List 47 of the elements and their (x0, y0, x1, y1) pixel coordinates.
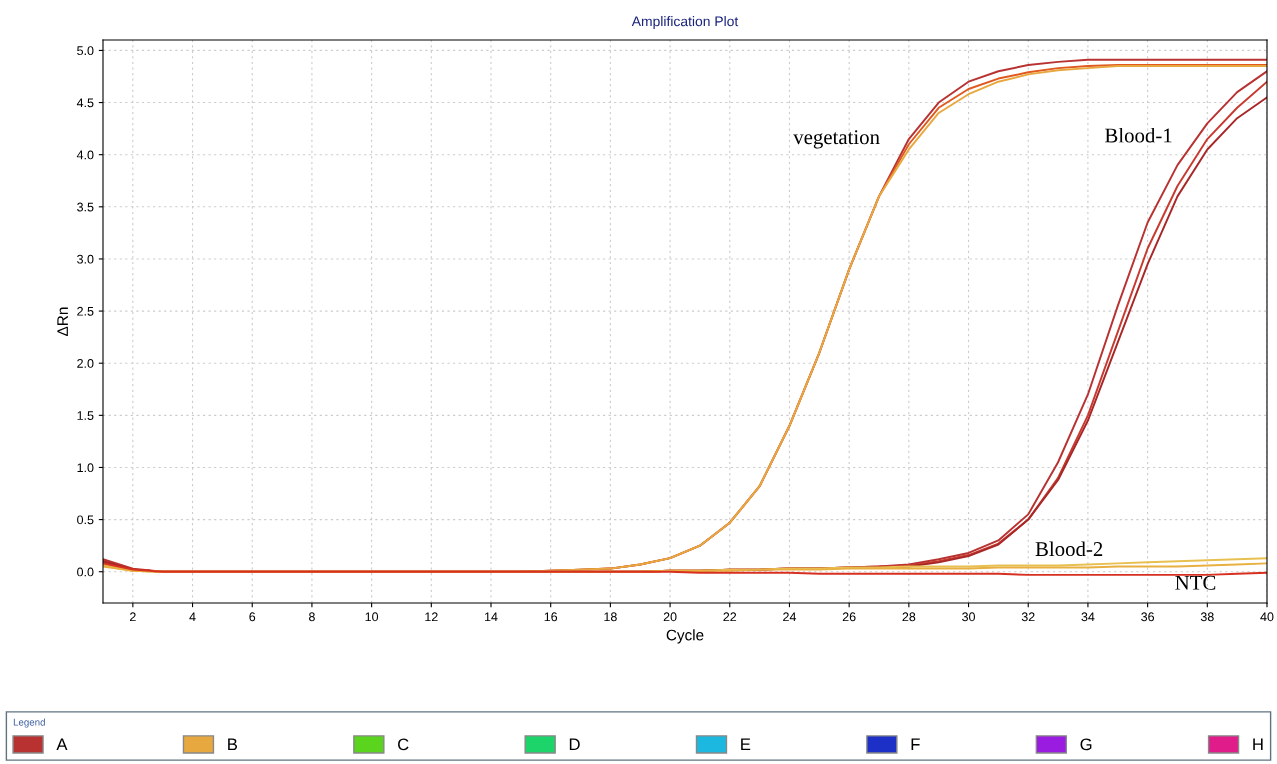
x-tick-label: 18 (604, 612, 617, 622)
legend-label: D (569, 738, 580, 751)
legend-label: E (741, 738, 751, 751)
y-tick-label: 1.5 (77, 411, 94, 420)
x-tick-label: 28 (902, 612, 916, 622)
x-tick-label: 36 (1141, 612, 1155, 622)
annotation: Blood-2 (1035, 541, 1103, 557)
x-tick-label: 6 (249, 612, 256, 622)
annotation: NTC (1175, 575, 1216, 590)
x-tick-label: 2 (130, 612, 136, 622)
x-tick-label: 12 (425, 612, 438, 622)
x-tick-label: 8 (308, 612, 315, 622)
x-tick-label: 10 (365, 612, 379, 622)
legend-label: H (1253, 738, 1263, 751)
x-tick-label: 30 (962, 612, 975, 622)
x-axis-title: Cycle (666, 629, 704, 644)
y-tick-label: 2.5 (77, 306, 94, 316)
legend-label: C (398, 738, 409, 751)
x-tick-label: 24 (783, 612, 797, 622)
y-tick-label: 1.0 (77, 463, 94, 473)
x-tick-label: 16 (544, 612, 558, 622)
x-tick-label: 4 (189, 612, 196, 622)
annotation: vegetation (793, 130, 880, 149)
y-tick-label: 4.0 (76, 150, 94, 160)
legend-label: G (1080, 738, 1092, 751)
annotation: Blood-1 (1105, 127, 1172, 143)
x-tick-label: 20 (663, 612, 677, 622)
y-axis-title: ΔRn (57, 307, 68, 336)
legend-label: F (911, 738, 920, 751)
y-tick-label: 5.0 (77, 46, 94, 56)
y-tick-label: 4.5 (76, 98, 94, 108)
x-tick-label: 22 (723, 612, 737, 622)
x-tick-label: 40 (1260, 612, 1274, 622)
y-tick-label: 0.0 (77, 567, 94, 577)
x-tick-label: 14 (485, 612, 498, 622)
x-tick-label: 26 (842, 612, 856, 622)
legend-label: A (56, 738, 68, 751)
x-tick-label: 38 (1200, 612, 1214, 622)
x-tick-label: 32 (1021, 612, 1035, 622)
y-tick-label: 3.5 (77, 202, 94, 212)
y-tick-label: 2.0 (77, 359, 94, 368)
legend-label: B (228, 738, 238, 751)
y-tick-label: 3.0 (77, 254, 94, 264)
x-tick-label: 34 (1081, 612, 1095, 622)
legend-title: Legend (13, 718, 45, 728)
chart-title: Amplification Plot (631, 16, 739, 29)
y-tick-label: 0.5 (77, 515, 94, 525)
